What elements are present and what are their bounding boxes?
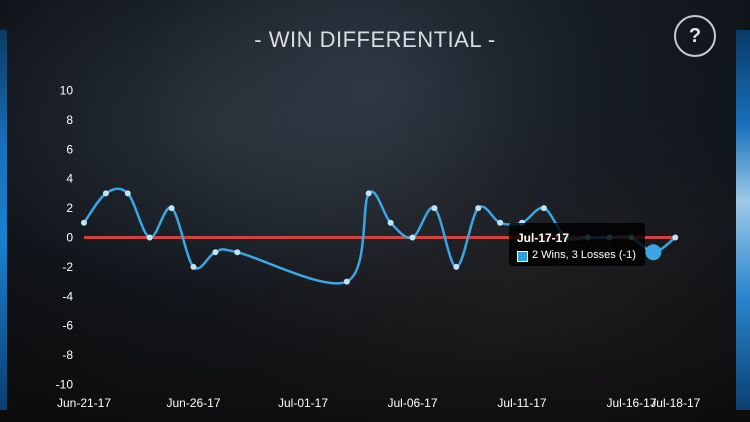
data-point bbox=[387, 219, 394, 226]
y-tick-label: -6 bbox=[62, 319, 73, 333]
y-tick-label: 10 bbox=[60, 84, 74, 98]
x-tick-label: Jul-11-17 bbox=[497, 396, 546, 410]
data-point bbox=[212, 249, 219, 256]
data-point bbox=[124, 190, 131, 197]
x-tick-label: Jul-16-17 bbox=[606, 396, 656, 410]
tooltip-date: Jul-17-17 bbox=[517, 231, 570, 245]
page-title: - WIN DIFFERENTIAL - bbox=[254, 27, 496, 52]
data-point bbox=[168, 205, 175, 212]
x-tick-label: Jul-01-17 bbox=[278, 396, 328, 410]
x-tick-label: Jul-06-17 bbox=[387, 396, 437, 410]
data-point bbox=[540, 205, 547, 212]
x-tick-label: Jun-21-17 bbox=[57, 396, 111, 410]
data-point bbox=[453, 263, 460, 270]
right-edge-accent bbox=[736, 30, 750, 410]
data-point bbox=[475, 205, 482, 212]
highlighted-data-point bbox=[645, 244, 662, 261]
data-point bbox=[81, 219, 87, 226]
left-edge-accent bbox=[0, 30, 7, 410]
y-tick-label: 6 bbox=[66, 142, 73, 156]
data-point bbox=[102, 190, 109, 197]
chart-tooltip: Jul-17-17 2 Wins, 3 Losses (-1) bbox=[509, 223, 645, 266]
y-tick-label: 2 bbox=[66, 201, 73, 215]
question-icon: ? bbox=[688, 25, 702, 47]
data-point bbox=[672, 234, 679, 241]
x-tick-label: Jul-18-17 bbox=[650, 396, 700, 410]
data-point bbox=[146, 234, 153, 241]
x-tick-label: Jun-26-17 bbox=[166, 396, 220, 410]
y-tick-label: 4 bbox=[66, 172, 73, 186]
help-button[interactable]: ? bbox=[674, 15, 716, 57]
y-tick-label: -4 bbox=[62, 289, 73, 303]
data-point bbox=[234, 249, 241, 256]
data-point bbox=[365, 190, 372, 197]
y-tick-label: -8 bbox=[62, 348, 73, 362]
tooltip-text: 2 Wins, 3 Losses (-1) bbox=[532, 249, 636, 261]
data-point bbox=[190, 263, 197, 270]
data-point bbox=[409, 234, 416, 241]
y-tick-label: 0 bbox=[66, 231, 73, 245]
data-point bbox=[343, 278, 350, 285]
tooltip-series-swatch bbox=[517, 251, 528, 262]
data-point bbox=[497, 219, 504, 226]
y-tick-label: -10 bbox=[56, 378, 74, 392]
y-tick-label: -2 bbox=[62, 260, 73, 274]
data-point bbox=[431, 205, 438, 212]
y-tick-label: 8 bbox=[66, 113, 73, 127]
